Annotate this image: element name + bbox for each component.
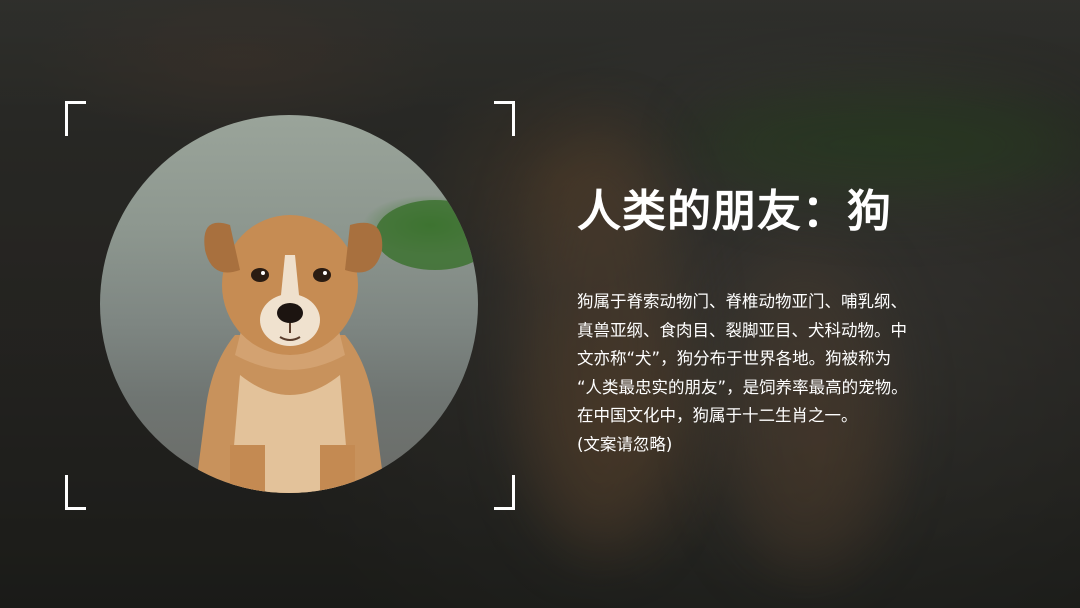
description-line: “人类最忠实的朋友”，是饲养率最高的宠物。 [577,377,908,397]
corner-bracket-bottom-left [65,475,86,510]
background-blur-shape [700,90,1080,200]
description-line: 在中国文化中，狗属于十二生肖之一。 [577,406,858,425]
corner-bracket-top-left [65,101,86,136]
description-line: 狗属于脊索动物门、脊椎动物亚门、哺乳纲、 [577,292,907,311]
puppy-illustration [195,200,478,493]
background-blur-shape [520,130,680,550]
background-blur-shape [720,250,890,570]
description-text: 狗属于脊索动物门、脊椎动物亚门、哺乳纲、 真兽亚纲、食肉目、裂脚亚目、犬科动物。… [577,288,997,459]
puppy-photo [100,115,478,493]
slide-title: 人类的朋友：狗 [577,186,892,237]
corner-bracket-bottom-right [494,475,515,510]
description-line: 文亦称“犬”，狗分布于世界各地。狗被称为 [577,349,892,368]
description-line: 真兽亚纲、食肉目、裂脚亚目、犬科动物。中 [577,320,907,340]
description-note: (文案请忽略) [577,434,673,454]
corner-bracket-top-right [494,101,515,136]
